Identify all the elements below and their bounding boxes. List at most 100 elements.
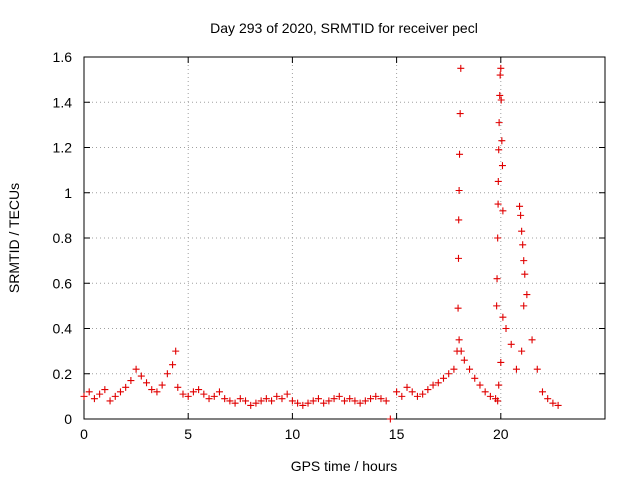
- y-tick-label: 0.6: [53, 275, 73, 291]
- data-point: [252, 399, 260, 407]
- y-tick-label: 0.8: [53, 230, 73, 246]
- data-point: [189, 388, 197, 396]
- data-point: [429, 381, 437, 389]
- data-point: [466, 365, 474, 373]
- data-point: [221, 395, 229, 403]
- data-point: [523, 291, 531, 299]
- data-point: [96, 390, 104, 398]
- data-point: [454, 304, 462, 312]
- data-point: [456, 150, 464, 158]
- y-tick-label: 0.2: [53, 366, 73, 382]
- data-point: [521, 270, 529, 278]
- data-point: [457, 347, 465, 355]
- data-point: [174, 383, 182, 391]
- data-points: [80, 64, 562, 423]
- data-point: [184, 392, 192, 400]
- data-point: [158, 381, 166, 389]
- data-point: [424, 386, 432, 394]
- data-point: [495, 146, 503, 154]
- data-point: [456, 110, 464, 118]
- data-point: [367, 395, 375, 403]
- data-point: [450, 365, 458, 373]
- data-point: [457, 64, 465, 72]
- data-point: [476, 381, 484, 389]
- data-point: [403, 383, 411, 391]
- data-point: [106, 397, 114, 405]
- data-point: [495, 381, 503, 389]
- data-point: [519, 241, 527, 249]
- data-point: [148, 386, 156, 394]
- x-tick-label: 10: [285, 426, 301, 442]
- axis-ticks: [83, 56, 605, 420]
- data-point: [320, 399, 328, 407]
- chart-title: Day 293 of 2020, SRMTID for receiver pec…: [210, 20, 478, 36]
- data-point: [314, 395, 322, 403]
- data-point: [143, 379, 151, 387]
- y-tick-label: 1.6: [53, 49, 73, 65]
- data-point: [127, 377, 135, 385]
- data-point: [398, 392, 406, 400]
- data-point: [294, 399, 302, 407]
- data-point: [288, 397, 296, 405]
- data-point: [205, 395, 213, 403]
- data-point: [460, 356, 468, 364]
- data-point: [247, 401, 255, 409]
- data-point: [494, 397, 502, 405]
- data-point: [498, 137, 506, 145]
- x-tick-label: 20: [493, 426, 509, 442]
- data-point: [494, 177, 502, 185]
- data-point: [439, 374, 447, 382]
- data-point: [471, 374, 479, 382]
- data-point: [377, 395, 385, 403]
- data-point: [554, 401, 562, 409]
- y-tick-label: 1.2: [53, 140, 73, 156]
- data-point: [419, 390, 427, 398]
- data-point: [257, 397, 265, 405]
- data-point: [538, 388, 546, 396]
- data-point: [200, 390, 208, 398]
- x-tick-label: 5: [184, 426, 192, 442]
- data-point: [512, 365, 520, 373]
- data-point: [325, 397, 333, 405]
- data-point: [496, 71, 504, 79]
- data-point: [309, 397, 317, 405]
- x-tick-label: 15: [389, 426, 405, 442]
- data-point: [544, 395, 552, 403]
- data-point: [502, 325, 510, 332]
- data-point: [132, 365, 140, 373]
- data-point: [408, 388, 416, 396]
- data-point: [351, 397, 359, 405]
- data-point: [518, 227, 526, 235]
- data-point: [498, 162, 506, 170]
- data-point: [413, 392, 421, 400]
- data-point: [215, 388, 223, 396]
- data-point: [518, 347, 526, 355]
- data-point: [80, 392, 88, 400]
- data-point: [486, 392, 494, 400]
- data-point: [493, 302, 501, 310]
- data-point: [268, 397, 276, 405]
- data-point: [330, 395, 338, 403]
- data-point: [169, 361, 177, 369]
- data-point: [386, 415, 394, 423]
- x-tick-labels: 0 5 10 15 20: [80, 426, 509, 442]
- data-point: [172, 347, 180, 355]
- data-point: [341, 397, 348, 405]
- data-point: [549, 399, 557, 407]
- data-point: [393, 388, 401, 396]
- data-point: [496, 91, 504, 99]
- data-point: [273, 392, 281, 400]
- data-point: [481, 388, 489, 396]
- data-point: [153, 388, 161, 396]
- y-tick-label: 1: [64, 185, 72, 201]
- data-point: [507, 340, 515, 348]
- data-point: [497, 64, 505, 72]
- data-point: [283, 390, 291, 398]
- data-point: [195, 386, 203, 394]
- data-point: [236, 395, 244, 403]
- data-point: [528, 336, 536, 344]
- data-point: [335, 392, 343, 400]
- data-point: [278, 395, 286, 403]
- y-tick-label: 1.4: [53, 94, 73, 110]
